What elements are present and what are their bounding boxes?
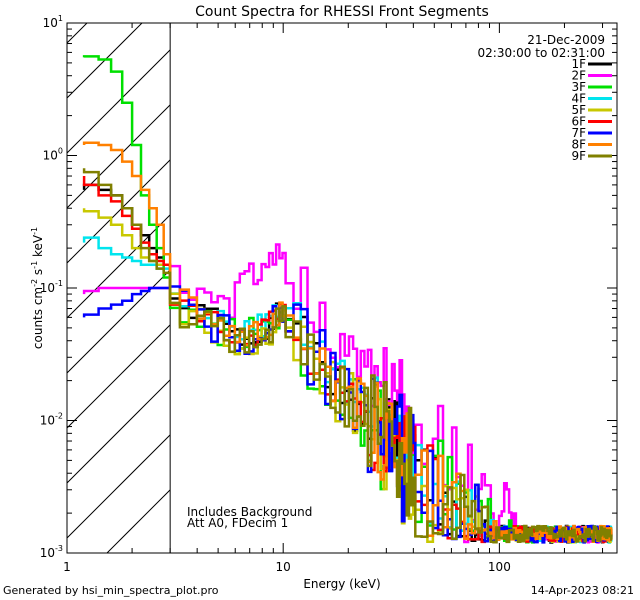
legend-label-8F: 8F: [571, 138, 586, 152]
hatch-line: [67, 324, 171, 429]
annotation-background: Includes Background: [187, 505, 312, 519]
legend-label-5F: 5F: [571, 103, 586, 117]
y-tick-label: 100: [43, 147, 63, 163]
y-tick-label: 101: [43, 14, 63, 30]
hatch-line: [67, 434, 171, 539]
x-tick-label: 100: [488, 560, 511, 574]
date-label: 21-Dec-2009: [527, 33, 605, 47]
footer-timestamp: 14-Apr-2023 08:21: [530, 584, 634, 597]
legend-label-2F: 2F: [571, 69, 586, 83]
hatch-lines: [67, 23, 171, 553]
annotation-attenuator: Att A0, FDecim 1: [187, 516, 288, 530]
hatch-line: [67, 214, 171, 319]
legend-label-9F: 9F: [571, 149, 586, 163]
series-9F: [82, 168, 613, 544]
axis-ticks: 1 10 100 10-3 10-2 10-1 100 101: [40, 14, 617, 574]
legend-label-7F: 7F: [571, 126, 586, 140]
legend-label-6F: 6F: [571, 115, 586, 129]
hatch-line: [67, 379, 171, 484]
hatch-line: [67, 49, 171, 154]
legend-label-4F: 4F: [571, 92, 586, 106]
chart-title: Count Spectra for RHESSI Front Segments: [195, 4, 489, 20]
hatched-region: [67, 23, 171, 553]
x-tick-label: 10: [276, 560, 291, 574]
legend-label-1F: 1F: [571, 57, 586, 71]
legend-label-3F: 3F: [571, 80, 586, 94]
time-range-label: 02:30:00 to 02:31:00: [478, 46, 605, 60]
x-axis-label: Energy (keV): [303, 577, 380, 591]
y-tick-label: 10-2: [40, 412, 63, 428]
y-tick-label: 10-1: [40, 279, 63, 295]
hatch-line: [67, 104, 171, 209]
hatch-line: [67, 159, 171, 264]
series-lines: [82, 55, 613, 544]
footer-generated-by: Generated by hsi_min_spectra_plot.pro: [3, 584, 219, 597]
hatch-line: [67, 23, 143, 99]
hatch-line: [67, 23, 88, 44]
x-tick-label: 1: [63, 560, 71, 574]
hatch-line: [67, 269, 171, 374]
hatch-line: [106, 489, 171, 553]
series-3F: [82, 55, 613, 544]
y-tick-label: 10-3: [40, 544, 63, 560]
y-axis-label: counts cm-2 s-1 keV-1: [30, 227, 45, 349]
